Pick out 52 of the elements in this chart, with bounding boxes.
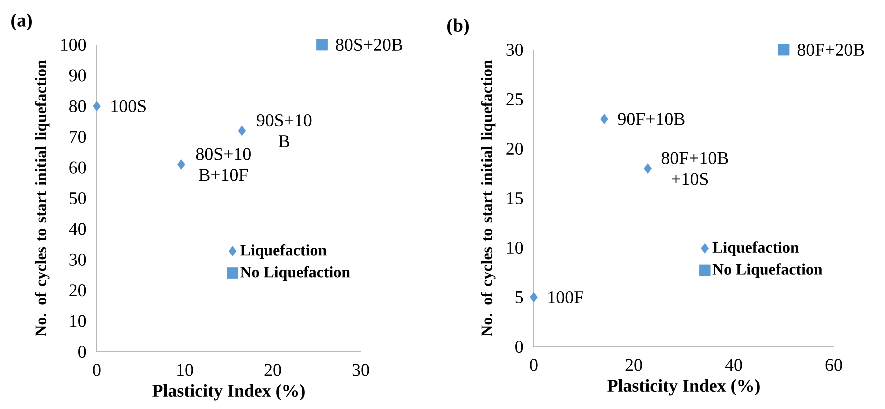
legend-label: Liquefaction [240,244,327,260]
y-tick-label: 5 [516,292,524,304]
point [93,101,101,112]
y-tick-label: 20 [506,142,524,156]
y-tick-label: 30 [70,254,86,266]
legend-label: Liquefaction [712,242,800,256]
x-tick-label: 40 [725,359,742,372]
annotation: 80S+20B [336,38,403,52]
x-axis-title: Plasticity Index (%) [152,384,305,401]
y-tick-label: 80 [70,100,86,112]
x-tick-label: 0 [530,359,538,372]
y-tick-label: 50 [70,192,86,205]
point [316,39,328,51]
x-axis-title: Plasticity Index (%) [608,379,760,396]
point [238,126,246,136]
x-tick-label: 30 [352,364,370,376]
x-tick-label: 10 [178,364,194,376]
x-tick-label: 20 [626,359,642,372]
y-tick-label: 0 [78,346,86,358]
chart-title: (b) [448,18,469,36]
annotation: 90F+10B [618,113,685,126]
annotation: 90S+10 B [257,114,312,148]
y-tick-label: 15 [507,192,524,205]
y-axis-title: No. of cycles to start initial liquefaction [481,60,496,337]
point [178,160,186,170]
x-tick-label: 0 [93,364,101,376]
annotation: 80S+10 B+10F [196,148,251,182]
y-tick-label: 60 [70,162,86,174]
y-tick-label: 100 [62,38,86,52]
y-tick-label: 10 [70,315,86,328]
y-axis-title: No. of cycles to start initial liquefaction [35,60,50,337]
point [600,114,608,124]
point [778,44,790,56]
point [644,164,652,174]
chart-title: (a) [12,14,32,31]
y-tick-label: 25 [506,93,524,106]
annotation: 80F+10B +10S [662,152,728,186]
legend-label: No Liquefaction [712,264,823,278]
y-tick-label: 20 [70,284,86,297]
legend-label: No Liquefaction [240,266,350,281]
point [530,292,538,303]
y-tick-label: 70 [70,131,86,144]
y-tick-label: 40 [69,223,86,236]
x-tick-label: 60 [826,359,842,372]
x-tick-label: 20 [264,364,282,376]
annotation: 100S [112,100,146,112]
annotation: 100F [548,291,584,304]
y-tick-label: 10 [507,242,524,254]
y-tick-label: 0 [516,340,524,354]
y-tick-label: 30 [506,44,524,56]
y-tick-label: 90 [69,70,86,82]
annotation: 80F+20B [798,44,864,56]
